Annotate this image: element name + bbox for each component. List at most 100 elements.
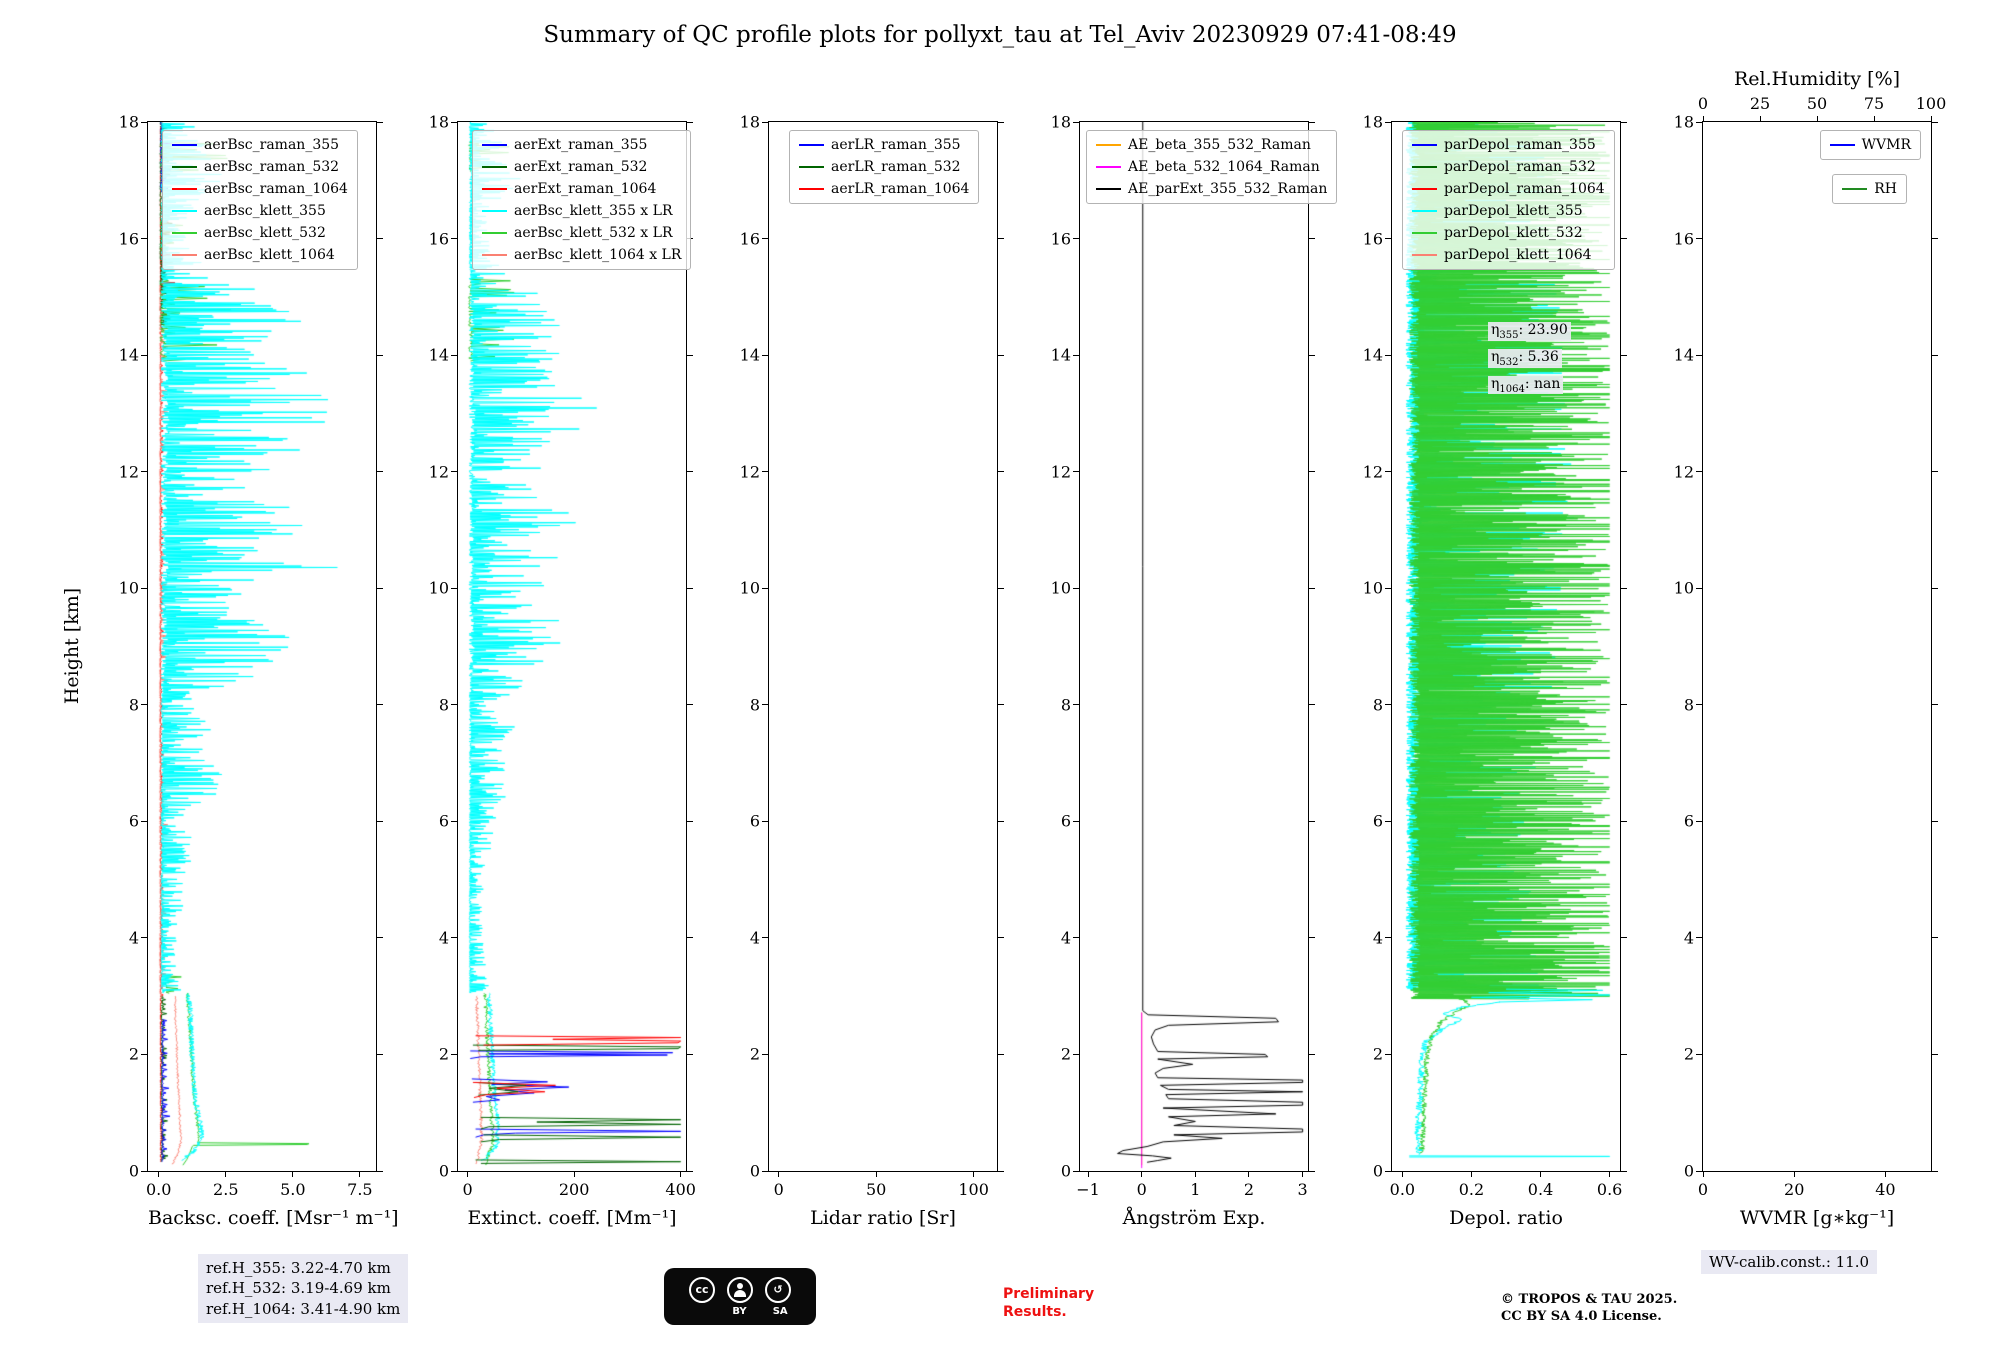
y-tick: [1932, 354, 1938, 356]
legend-wvmr-2: RH: [1832, 174, 1907, 204]
y-tick-label: 12: [1362, 462, 1383, 482]
y-tick: [1385, 471, 1391, 473]
y-tick: [141, 471, 147, 473]
y-tick-label: 0: [438, 1161, 449, 1181]
legend-item-label: parDepol_raman_532: [1444, 159, 1596, 175]
y-tick-label: 12: [428, 462, 449, 482]
y-tick: [141, 1170, 147, 1172]
y-tick: [377, 1053, 383, 1055]
legend-item: aerExt_raman_355: [482, 137, 681, 153]
y-tick: [762, 121, 768, 123]
y-tick-label: 6: [749, 811, 760, 831]
x-tick: [973, 1171, 975, 1177]
y-tick: [687, 471, 693, 473]
panel-backscatter: 0 2 4 6 8 10 12 14 16 18 0.0 2.5 5.0 7.5 Backsc. coeff…: [119, 113, 399, 1230]
y-tick-label: 14: [1362, 345, 1383, 365]
x-tick-label: 0.6: [1596, 1180, 1623, 1199]
y-tick: [1385, 937, 1391, 939]
ref-h-1064: ref.H_1064: 3.41-4.90 km: [206, 1299, 401, 1318]
y-tick-label: 8: [749, 695, 760, 715]
legend-line-sample: [1096, 144, 1121, 146]
panel-lidar-ratio: 0 2 4 6 8 10 12 14 16 18 0 50 100 Lidar ratio [Sr] aer…: [740, 113, 1004, 1229]
legend-item-label: parDepol_klett_1064: [1444, 247, 1592, 263]
legend-line-sample: [172, 144, 197, 146]
legend-angstrom: AE_beta_355_532_Raman AE_beta_532_1064_Ra…: [1086, 130, 1338, 204]
x-tick-label: 5.0: [280, 1180, 306, 1199]
x-axis-label-extinction: Extinct. coeff. [Mm⁻¹]: [467, 1207, 677, 1229]
y-tick: [762, 820, 768, 822]
y-tick: [762, 587, 768, 589]
y-tick: [1073, 121, 1079, 123]
y-tick-label: 4: [1060, 928, 1071, 948]
legend-line-sample: [1096, 188, 1121, 190]
legend-item-label: aerBsc_klett_1064 x LR: [514, 247, 682, 263]
top-x-tick-label: 0: [1697, 94, 1709, 113]
y-tick-label: 16: [118, 229, 139, 249]
y-tick: [1696, 587, 1702, 589]
y-tick-label: 14: [118, 345, 139, 365]
top-x-tick: [1702, 116, 1704, 122]
y-tick: [998, 1053, 1004, 1055]
legend-backscatter: aerBsc_raman_355 aerBsc_raman_532 aerBsc_r…: [162, 130, 358, 270]
x-tick-label: 20: [1784, 1180, 1805, 1199]
y-tick-label: 18: [1673, 112, 1694, 132]
legend-line-sample: [1842, 188, 1868, 190]
y-tick: [687, 937, 693, 939]
plot-area-depol: [1392, 122, 1620, 1171]
legend-line-sample: [172, 188, 197, 190]
y-tick-label: 18: [428, 112, 449, 132]
x-tick-label: 0.0: [145, 1180, 172, 1199]
y-tick-label: 10: [1673, 578, 1694, 598]
legend-item-label: aerBsc_klett_532 x LR: [514, 225, 673, 241]
y-tick: [1309, 121, 1315, 123]
x-tick-label: 0.2: [1458, 1180, 1485, 1199]
y-tick: [1932, 1053, 1938, 1055]
legend-item: parDepol_klett_1064: [1412, 247, 1605, 263]
y-tick: [141, 704, 147, 706]
legend-line-sample: [799, 144, 824, 146]
legend-item-label: aerBsc_raman_355: [204, 137, 340, 153]
y-tick: [1696, 471, 1702, 473]
y-tick: [1696, 937, 1702, 939]
y-tick-label: 16: [739, 229, 760, 249]
legend-line-sample: [1096, 166, 1121, 168]
x-axis-label-angstrom: Ångström Exp.: [1122, 1207, 1266, 1229]
y-tick-label: 8: [438, 695, 449, 715]
legend-item-label: aerBsc_klett_532: [204, 225, 326, 241]
y-tick: [1621, 1053, 1627, 1055]
y-tick: [687, 1170, 693, 1172]
x-tick-label: 0.0: [1389, 1180, 1416, 1199]
legend-line-sample: [172, 166, 197, 168]
y-tick: [377, 704, 383, 706]
y-tick: [998, 937, 1004, 939]
y-tick-label: 0: [1060, 1161, 1071, 1181]
y-tick: [1073, 587, 1079, 589]
y-tick: [1932, 937, 1938, 939]
x-tick: [1884, 1171, 1886, 1177]
legend-item-label: parDepol_raman_1064: [1444, 181, 1605, 197]
y-tick-label: 0: [1372, 1161, 1383, 1181]
panel-angstrom: 0 2 4 6 8 10 12 14 16 18 −1 0 1 2 3 Ångström Exp. AE_bet…: [1051, 113, 1338, 1229]
panel-wvmr: 0 2 4 6 8 10 12 14 16 18 0 20 40 0 25 50 75 100 Rel.Humidi…: [1674, 68, 1947, 1229]
y-tick: [687, 354, 693, 356]
y-tick: [1696, 704, 1702, 706]
y-tick: [1073, 820, 1079, 822]
y-tick: [1073, 238, 1079, 240]
legend-item: parDepol_klett_355: [1412, 203, 1605, 219]
y-tick-label: 16: [1362, 229, 1383, 249]
reference-heights-note: ref.H_355: 3.22-4.70 km ref.H_532: 3.19-…: [198, 1254, 409, 1323]
legend-item: aerBsc_raman_1064: [172, 181, 348, 197]
y-tick: [1073, 1170, 1079, 1172]
y-tick: [1309, 587, 1315, 589]
y-tick: [687, 1053, 693, 1055]
y-tick: [141, 937, 147, 939]
y-tick: [141, 587, 147, 589]
y-tick-label: 14: [1050, 345, 1071, 365]
top-x-tick-label: 25: [1749, 94, 1771, 113]
y-tick-label: 0: [1683, 1161, 1694, 1181]
plot-area-backscatter: [148, 122, 376, 1171]
cc-sa-arrow-text: ↺: [773, 1283, 783, 1296]
x-tick-label: 1: [1190, 1180, 1201, 1199]
legend-line-sample: [482, 144, 507, 146]
y-tick: [451, 1053, 457, 1055]
